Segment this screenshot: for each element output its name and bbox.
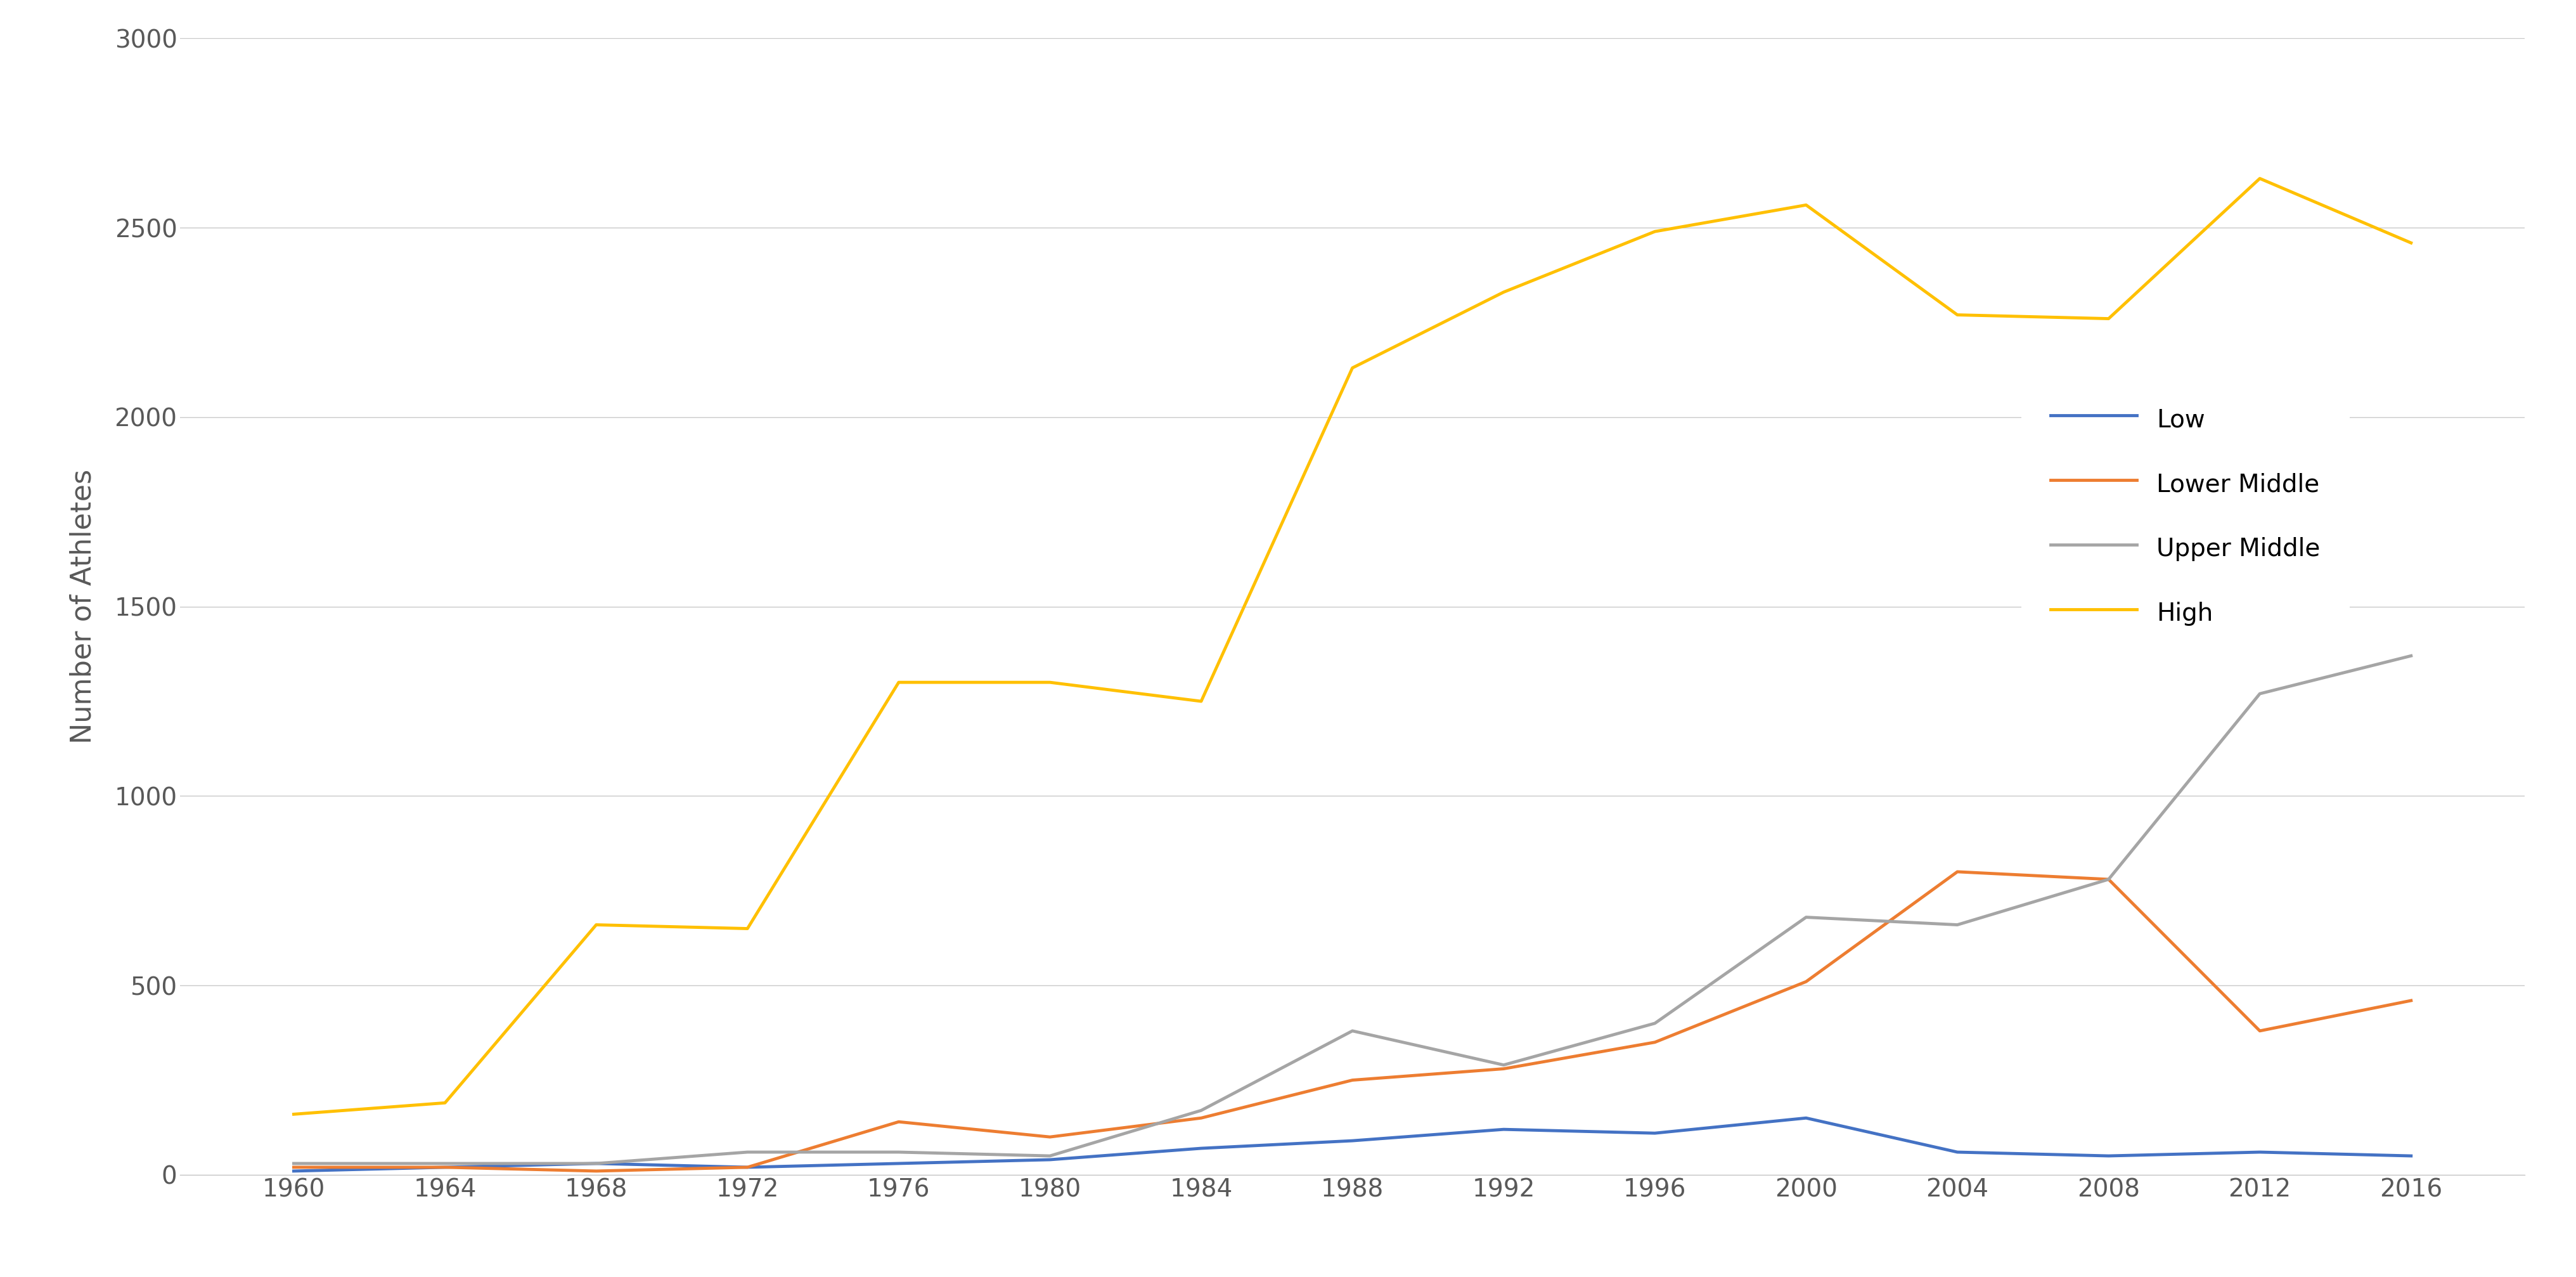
Upper Middle bbox=[1790, 909, 1821, 925]
Low bbox=[1489, 1121, 1520, 1137]
Lower Middle bbox=[2396, 994, 2427, 1009]
Lower Middle bbox=[1638, 1034, 1669, 1050]
Lower Middle bbox=[1489, 1061, 1520, 1077]
Low bbox=[1337, 1133, 1368, 1148]
Legend: Low, Lower Middle, Upper Middle, High: Low, Lower Middle, Upper Middle, High bbox=[2022, 374, 2349, 658]
Lower Middle bbox=[884, 1114, 914, 1129]
Lower Middle bbox=[2244, 1023, 2275, 1038]
Low bbox=[2094, 1148, 2125, 1163]
High bbox=[2244, 171, 2275, 186]
Low bbox=[1185, 1140, 1216, 1156]
Lower Middle bbox=[1790, 974, 1821, 990]
Lower Middle bbox=[278, 1160, 309, 1175]
Upper Middle bbox=[1337, 1023, 1368, 1038]
High bbox=[1337, 360, 1368, 375]
Line: Low: Low bbox=[294, 1119, 2411, 1171]
Lower Middle bbox=[430, 1160, 461, 1175]
Upper Middle bbox=[278, 1156, 309, 1171]
Upper Middle bbox=[732, 1144, 762, 1160]
High bbox=[732, 921, 762, 936]
Low bbox=[2396, 1148, 2427, 1163]
Low bbox=[1942, 1144, 1973, 1160]
Low bbox=[430, 1160, 461, 1175]
High bbox=[1036, 674, 1066, 690]
Low bbox=[278, 1163, 309, 1179]
Y-axis label: Number of Athletes: Number of Athletes bbox=[70, 469, 98, 744]
Lower Middle bbox=[1185, 1111, 1216, 1126]
Line: Upper Middle: Upper Middle bbox=[294, 656, 2411, 1163]
Upper Middle bbox=[884, 1144, 914, 1160]
Low bbox=[884, 1156, 914, 1171]
Low bbox=[732, 1160, 762, 1175]
Upper Middle bbox=[2094, 872, 2125, 888]
High bbox=[2396, 235, 2427, 250]
High bbox=[1185, 693, 1216, 709]
Upper Middle bbox=[1489, 1057, 1520, 1073]
Upper Middle bbox=[430, 1156, 461, 1171]
Upper Middle bbox=[580, 1156, 611, 1171]
High bbox=[1489, 285, 1520, 300]
High bbox=[1790, 198, 1821, 213]
High bbox=[278, 1107, 309, 1122]
Upper Middle bbox=[1185, 1103, 1216, 1119]
Upper Middle bbox=[1942, 917, 1973, 932]
Lower Middle bbox=[2094, 872, 2125, 888]
Lower Middle bbox=[1337, 1073, 1368, 1088]
High bbox=[2094, 312, 2125, 327]
Lower Middle bbox=[580, 1163, 611, 1179]
Line: Lower Middle: Lower Middle bbox=[294, 872, 2411, 1171]
Low bbox=[580, 1156, 611, 1171]
High bbox=[430, 1096, 461, 1111]
Upper Middle bbox=[1036, 1148, 1066, 1163]
Upper Middle bbox=[2244, 686, 2275, 701]
High bbox=[1942, 308, 1973, 323]
Line: High: High bbox=[294, 179, 2411, 1115]
High bbox=[580, 917, 611, 932]
Lower Middle bbox=[1036, 1129, 1066, 1144]
High bbox=[1638, 223, 1669, 239]
Low bbox=[2244, 1144, 2275, 1160]
Low bbox=[1036, 1152, 1066, 1167]
Upper Middle bbox=[1638, 1015, 1669, 1031]
High bbox=[884, 674, 914, 690]
Lower Middle bbox=[1942, 865, 1973, 880]
Low bbox=[1638, 1125, 1669, 1140]
Upper Middle bbox=[2396, 649, 2427, 664]
Low bbox=[1790, 1111, 1821, 1126]
Lower Middle bbox=[732, 1160, 762, 1175]
